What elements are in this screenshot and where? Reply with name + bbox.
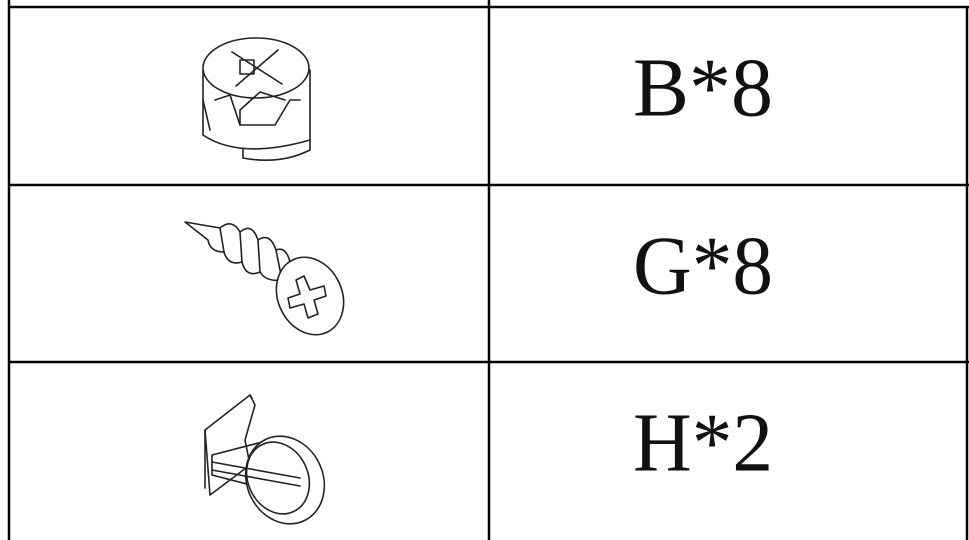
quantity-label: H*2 [633, 396, 773, 489]
quantity-label: B*8 [633, 41, 773, 134]
cam-lock-icon [202, 37, 311, 162]
table-grid [7, 0, 969, 540]
screw-icon [184, 221, 345, 336]
wheel-icon [204, 394, 326, 525]
quantity-label: G*8 [633, 219, 773, 312]
